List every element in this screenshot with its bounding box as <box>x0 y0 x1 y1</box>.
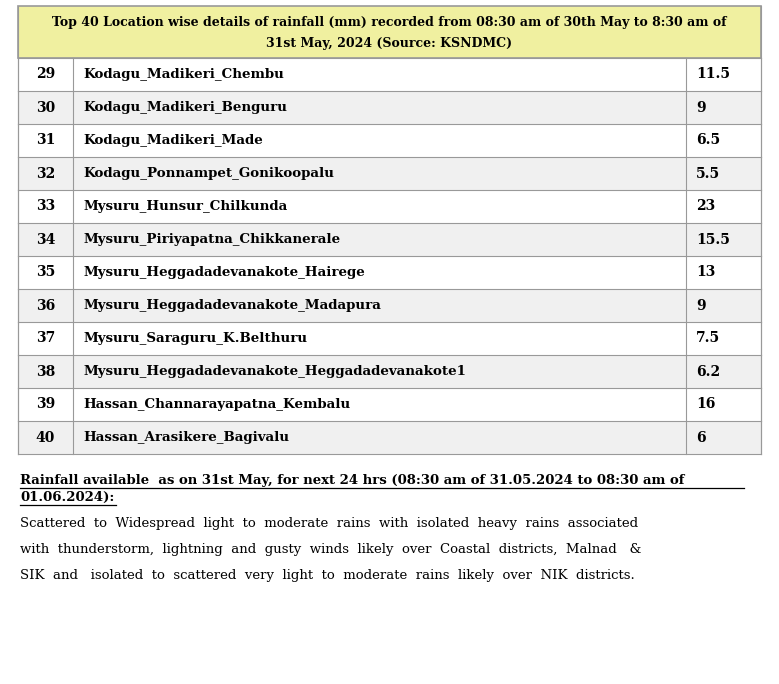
Bar <box>18 289 761 322</box>
Bar <box>18 256 761 289</box>
Text: Top 40 Location wise details of rainfall (mm) recorded from 08:30 am of 30th May: Top 40 Location wise details of rainfall… <box>52 16 727 29</box>
Text: 36: 36 <box>36 298 55 313</box>
Bar <box>18 223 761 256</box>
Bar <box>18 91 761 124</box>
Text: 9: 9 <box>696 101 706 114</box>
Bar <box>18 157 761 190</box>
Text: Scattered  to  Widespread  light  to  moderate  rains  with  isolated  heavy  ra: Scattered to Widespread light to moderat… <box>20 517 638 530</box>
Text: Hassan_Arasikere_Bagivalu: Hassan_Arasikere_Bagivalu <box>83 431 289 444</box>
Text: Mysuru_Heggadadevanakote_Hairege: Mysuru_Heggadadevanakote_Hairege <box>83 266 365 279</box>
Bar <box>18 6 761 58</box>
Text: 6.5: 6.5 <box>696 133 720 148</box>
Text: 34: 34 <box>36 233 55 246</box>
Text: Mysuru_Piriyapatna_Chikkanerale: Mysuru_Piriyapatna_Chikkanerale <box>83 233 340 246</box>
Bar <box>18 355 761 388</box>
Text: 35: 35 <box>36 265 55 280</box>
Text: Rainfall available  as on 31st May, for next 24 hrs (08:30 am of 31.05.2024 to 0: Rainfall available as on 31st May, for n… <box>20 474 685 487</box>
Text: 5.5: 5.5 <box>696 166 720 181</box>
Text: 9: 9 <box>696 298 706 313</box>
Text: 16: 16 <box>696 397 715 412</box>
Text: Mysuru_Heggadadevanakote_Heggadadevanakote1: Mysuru_Heggadadevanakote_Heggadadevanako… <box>83 365 466 378</box>
Text: 23: 23 <box>696 200 715 213</box>
Bar <box>18 322 761 355</box>
Text: Kodagu_Madikeri_Chembu: Kodagu_Madikeri_Chembu <box>83 68 284 81</box>
Text: SIK  and   isolated  to  scattered  very  light  to  moderate  rains  likely  ov: SIK and isolated to scattered very light… <box>20 569 635 582</box>
Text: 40: 40 <box>36 430 55 445</box>
Text: Mysuru_Hunsur_Chilkunda: Mysuru_Hunsur_Chilkunda <box>83 200 287 213</box>
Text: Mysuru_Heggadadevanakote_Madapura: Mysuru_Heggadadevanakote_Madapura <box>83 299 381 312</box>
Text: 01.06.2024):: 01.06.2024): <box>20 491 115 504</box>
Text: 6.2: 6.2 <box>696 365 720 378</box>
Text: 30: 30 <box>36 101 55 114</box>
Text: 37: 37 <box>36 332 55 345</box>
Bar <box>18 124 761 157</box>
Text: 13: 13 <box>696 265 715 280</box>
Text: with  thunderstorm,  lightning  and  gusty  winds  likely  over  Coastal  distri: with thunderstorm, lightning and gusty w… <box>20 543 641 556</box>
Bar <box>18 58 761 91</box>
Bar <box>18 388 761 421</box>
Text: 38: 38 <box>36 365 55 378</box>
Text: Kodagu_Madikeri_Benguru: Kodagu_Madikeri_Benguru <box>83 101 287 114</box>
Text: 11.5: 11.5 <box>696 68 730 81</box>
Text: Hassan_Channarayapatna_Kembalu: Hassan_Channarayapatna_Kembalu <box>83 398 351 411</box>
Text: Kodagu_Madikeri_Made: Kodagu_Madikeri_Made <box>83 134 263 147</box>
Text: 7.5: 7.5 <box>696 332 720 345</box>
Text: 31st May, 2024 (Source: KSNDMC): 31st May, 2024 (Source: KSNDMC) <box>266 37 513 50</box>
Bar <box>18 190 761 223</box>
Text: 15.5: 15.5 <box>696 233 730 246</box>
Bar <box>18 421 761 454</box>
Text: Mysuru_Saraguru_K.Belthuru: Mysuru_Saraguru_K.Belthuru <box>83 332 307 345</box>
Text: 32: 32 <box>36 166 55 181</box>
Text: 33: 33 <box>36 200 55 213</box>
Text: 39: 39 <box>36 397 55 412</box>
Text: 6: 6 <box>696 430 706 445</box>
Text: 31: 31 <box>36 133 55 148</box>
Text: Kodagu_Ponnampet_Gonikoopalu: Kodagu_Ponnampet_Gonikoopalu <box>83 167 334 180</box>
Text: 29: 29 <box>36 68 55 81</box>
